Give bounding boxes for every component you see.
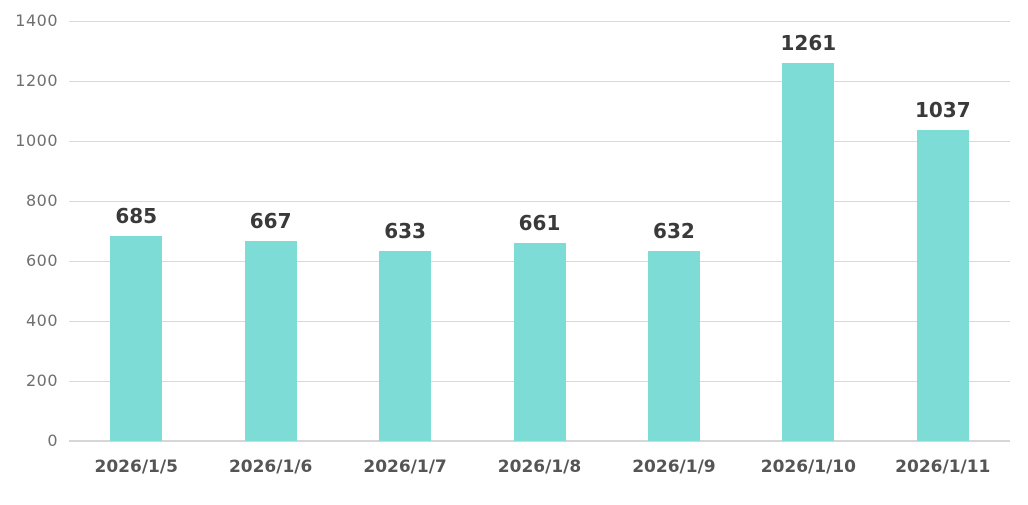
- gridline: [69, 80, 1010, 82]
- x-axis-tick-label: 2026/1/9: [632, 457, 716, 477]
- bar-2026/1/8: [513, 242, 566, 441]
- bar-2026/1/6: [244, 240, 297, 441]
- x-axis-tick-label: 2026/1/8: [497, 457, 582, 477]
- x-axis-line: [69, 440, 1010, 442]
- x-axis-tick-label: 2026/1/6: [228, 457, 313, 477]
- x-axis-tick-label: 2026/1/5: [94, 457, 178, 477]
- y-axis-tick-label: 0: [47, 431, 58, 450]
- gridline: [69, 200, 1010, 202]
- x-axis-tick-label: 2026/1/10: [760, 457, 856, 477]
- bar-2026/1/7: [379, 251, 432, 441]
- y-axis-tick-label: 1200: [15, 71, 58, 90]
- y-axis-tick-label: 1400: [15, 11, 58, 30]
- bar-2026/1/9: [647, 251, 700, 441]
- bar-value-label: 661: [518, 210, 561, 235]
- bar-value-label: 1037: [914, 97, 971, 122]
- gridline: [69, 20, 1010, 22]
- bar-value-label: 633: [384, 219, 426, 244]
- bar-2026/1/10: [782, 62, 835, 441]
- x-axis-tick-label: 2026/1/11: [895, 457, 991, 477]
- y-axis-tick-label: 200: [25, 371, 58, 390]
- gridline: [69, 140, 1010, 142]
- y-axis-tick-label: 1000: [15, 131, 58, 150]
- y-axis-tick-label: 800: [25, 191, 58, 210]
- bar-value-label: 685: [115, 203, 158, 228]
- bar-value-label: 632: [653, 219, 695, 244]
- bar-2026/1/5: [110, 235, 163, 441]
- bar-value-label: 667: [249, 208, 292, 233]
- x-axis-tick-label: 2026/1/7: [363, 457, 447, 477]
- y-axis-tick-label: 600: [25, 251, 58, 270]
- bar-value-label: 1261: [780, 30, 837, 55]
- y-axis-tick-label: 400: [25, 311, 58, 330]
- bar-2026/1/11: [916, 129, 969, 441]
